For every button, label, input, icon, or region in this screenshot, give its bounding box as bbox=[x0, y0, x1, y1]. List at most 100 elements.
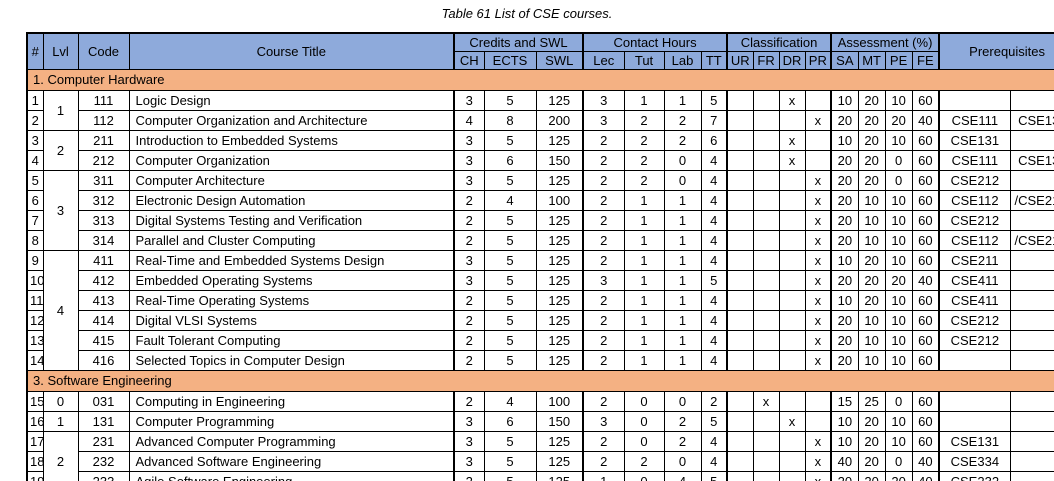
cell-mt: 10 bbox=[857, 210, 886, 231]
cell-prereq2 bbox=[1009, 431, 1054, 452]
cell-sa: 20 bbox=[830, 230, 859, 251]
cell-pr: x bbox=[804, 310, 832, 331]
cell-row-number: 7 bbox=[26, 210, 44, 231]
cell-row-number: 8 bbox=[26, 230, 44, 251]
cell-pe: 20 bbox=[884, 471, 913, 481]
cell-pr: x bbox=[804, 250, 832, 271]
course-row: 161131Computer Programming361503025x1020… bbox=[26, 411, 1054, 432]
cell-swl: 125 bbox=[535, 471, 584, 481]
col-header-pe: PE bbox=[884, 51, 913, 70]
cell-fe: 60 bbox=[911, 350, 940, 371]
cell-pe: 10 bbox=[884, 190, 913, 211]
cell-ch: 3 bbox=[453, 250, 485, 271]
course-row: 5 3 311 Computer Architecture 3 5 125 2 2 0 4 x 20 20… bbox=[26, 170, 1054, 251]
cell-prereq2 bbox=[1009, 90, 1054, 111]
cell-pe: 0 bbox=[884, 150, 913, 171]
cell-lec: 2 bbox=[582, 230, 625, 251]
col-header-ects: ECTS bbox=[483, 51, 537, 70]
cell-lab: 2 bbox=[663, 110, 702, 131]
cell-row-number: 2 bbox=[26, 110, 44, 131]
cell-fe: 60 bbox=[911, 330, 940, 351]
cell-prereq1: CSE212 bbox=[938, 330, 1011, 351]
cell-tt: 5 bbox=[700, 90, 728, 111]
section-header-row: 3. Software Engineering bbox=[26, 370, 1054, 392]
cell-lec: 3 bbox=[582, 270, 625, 291]
cell-ur bbox=[726, 230, 754, 251]
document-page: Table 61 List of CSE courses. # Lvl Code… bbox=[0, 6, 1054, 481]
cell-sa: 20 bbox=[830, 350, 859, 371]
cell-mt: 10 bbox=[857, 350, 886, 371]
cell-mt: 20 bbox=[857, 431, 886, 452]
header-group-row: # Lvl Code Course Title Credits and SWL … bbox=[26, 32, 1054, 70]
cell-ects: 5 bbox=[483, 270, 537, 291]
cell-row-number: 11 bbox=[26, 290, 44, 311]
cell-tut: 2 bbox=[623, 130, 665, 151]
cell-ects: 5 bbox=[483, 330, 537, 351]
cell-swl: 125 bbox=[535, 350, 584, 371]
cell-prereq2 bbox=[1009, 250, 1054, 271]
col-header-swl: SWL bbox=[535, 51, 584, 70]
course-row: 19233Agile Software Engineering251251045… bbox=[26, 471, 1054, 481]
cell-lab: 1 bbox=[663, 310, 702, 331]
cell-sa: 20 bbox=[830, 110, 859, 131]
cell-ur bbox=[726, 210, 754, 231]
cell-row-number: 15 bbox=[26, 391, 44, 412]
cell-prereq1 bbox=[938, 411, 1011, 432]
cell-ur bbox=[726, 250, 754, 271]
cell-sa: 10 bbox=[830, 250, 859, 271]
cell-sa: 20 bbox=[830, 190, 859, 211]
cell-tt: 4 bbox=[700, 330, 728, 351]
course-row: 9 4 411 Real-Time and Embedded Systems Desi… bbox=[26, 250, 1054, 371]
col-header-ch: CH bbox=[453, 51, 485, 70]
cell-code: 212 bbox=[77, 150, 130, 171]
cell-title: Computer Architecture bbox=[128, 170, 455, 191]
cell-lab: 1 bbox=[663, 330, 702, 351]
cell-mt: 10 bbox=[857, 230, 886, 251]
cell-mt: 20 bbox=[857, 250, 886, 271]
cell-pr: x bbox=[804, 431, 832, 452]
cell-level: 0 bbox=[42, 391, 79, 412]
cell-ch: 2 bbox=[453, 471, 485, 481]
cell-code: 231 bbox=[77, 431, 130, 452]
cell-lec: 3 bbox=[582, 411, 625, 432]
cell-lec: 2 bbox=[582, 310, 625, 331]
cell-fe: 60 bbox=[911, 310, 940, 331]
cell-fe: 60 bbox=[911, 250, 940, 271]
cell-swl: 125 bbox=[535, 310, 584, 331]
cell-swl: 100 bbox=[535, 190, 584, 211]
cell-lec: 2 bbox=[582, 391, 625, 412]
cell-lab: 0 bbox=[663, 451, 702, 472]
cell-lec: 2 bbox=[582, 150, 625, 171]
cell-swl: 125 bbox=[535, 170, 584, 191]
cell-code: 415 bbox=[77, 330, 130, 351]
cell-tt: 5 bbox=[700, 411, 728, 432]
cell-fe: 60 bbox=[911, 290, 940, 311]
cell-ur bbox=[726, 330, 754, 351]
cell-ch: 2 bbox=[453, 230, 485, 251]
cell-swl: 125 bbox=[535, 330, 584, 351]
cell-ch: 3 bbox=[453, 431, 485, 452]
cell-tt: 4 bbox=[700, 230, 728, 251]
cell-lec: 2 bbox=[582, 190, 625, 211]
group-header-credits-swl: Credits and SWL bbox=[452, 32, 584, 52]
cell-pe: 10 bbox=[884, 350, 913, 371]
cell-title: Embedded Operating Systems bbox=[128, 270, 455, 291]
course-row: 3 2 211 Introduction to Embedded Systems 3 5 1… bbox=[26, 130, 1054, 171]
cell-ur bbox=[726, 170, 754, 191]
cell-lab: 2 bbox=[663, 130, 702, 151]
cell-dr bbox=[778, 190, 806, 211]
cell-tut: 2 bbox=[623, 110, 665, 131]
cell-tut: 1 bbox=[623, 290, 665, 311]
cell-sa: 10 bbox=[830, 90, 859, 111]
cell-ects: 6 bbox=[483, 411, 537, 432]
cell-prereq2 bbox=[1009, 210, 1054, 231]
cell-ch: 2 bbox=[453, 350, 485, 371]
cell-code: 211 bbox=[77, 130, 130, 151]
cell-swl: 125 bbox=[535, 270, 584, 291]
cell-tut: 2 bbox=[623, 150, 665, 171]
cell-level: 2 bbox=[42, 431, 79, 481]
cell-dr bbox=[778, 451, 806, 472]
cell-pr: x bbox=[804, 471, 832, 481]
cell-prereq1: CSE211 bbox=[938, 250, 1011, 271]
cell-level: 2 bbox=[42, 130, 79, 171]
